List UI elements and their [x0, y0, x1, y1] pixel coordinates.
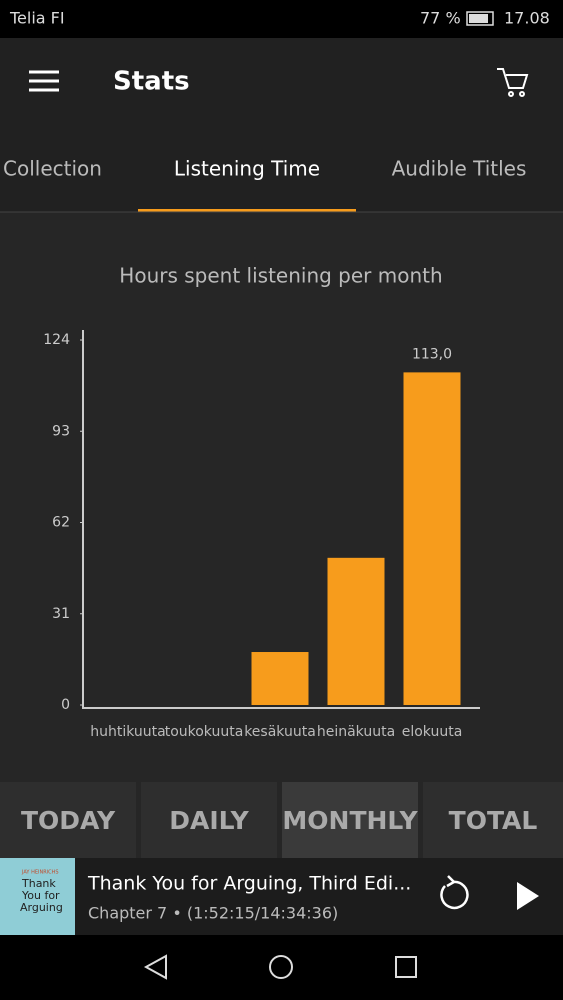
y-tick-label: 0 [61, 697, 70, 713]
period-button-bg [423, 782, 563, 858]
x-tick-label: kesäkuuta [244, 724, 316, 740]
nav-back[interactable] [143, 954, 167, 980]
period-button[interactable]: TOTAL [449, 806, 538, 835]
y-tick-label: 62 [52, 515, 70, 531]
cart-icon[interactable] [497, 68, 529, 97]
nav-recent[interactable] [395, 956, 417, 978]
x-tick-label: heinäkuuta [317, 724, 395, 740]
cover-title: You for [21, 889, 60, 902]
x-tick-label: toukokuuta [165, 724, 244, 740]
period-button-bg [282, 782, 418, 858]
rewind-arc [440, 880, 469, 910]
period-button[interactable]: TODAY [21, 806, 116, 835]
cover-author: JAY HEINRICHS [21, 870, 59, 876]
cart-wheel [508, 91, 514, 97]
cover-title: Arguing [20, 901, 63, 914]
cover-title: Thank [21, 877, 56, 890]
rewind-arrow [446, 875, 457, 888]
tab-indicator [138, 209, 356, 212]
period-button[interactable]: DAILY [169, 806, 249, 835]
tab[interactable]: Collection [3, 157, 102, 181]
mini-player[interactable] [0, 858, 563, 935]
bar [251, 652, 309, 705]
cart-wheel [519, 91, 525, 97]
y-tick-label: 124 [43, 332, 70, 348]
y-tick-label: 31 [52, 606, 70, 622]
period-button-bg [0, 782, 136, 858]
bar [403, 372, 461, 705]
play-button[interactable] [517, 882, 539, 910]
chart-title: Hours spent listening per month [119, 264, 442, 288]
battery-text: 77 % [420, 9, 461, 28]
cover [0, 858, 75, 935]
nav-bar [0, 935, 563, 1000]
app-title: Stats [113, 67, 190, 97]
period-button[interactable]: MONTHLY [282, 806, 418, 835]
cart-body [497, 68, 529, 89]
clock: 17.08 [504, 9, 550, 28]
nav-home[interactable] [269, 955, 293, 979]
tab[interactable]: Audible Titles [392, 157, 527, 181]
menu-icon[interactable] [29, 70, 59, 92]
carrier: Telia FI [9, 9, 65, 28]
battery-level [469, 14, 488, 23]
chart: Hours spent listening per month 0 31 62 93 1… [43, 264, 480, 740]
value-label: 113,0 [412, 346, 452, 362]
y-tick-label: 93 [52, 423, 70, 439]
period-button-bg [141, 782, 277, 858]
bar [327, 557, 385, 705]
tab[interactable]: Listening Time [174, 157, 320, 181]
app-bar [0, 38, 563, 212]
x-tick-label: elokuuta [402, 724, 463, 740]
player-subtitle: Chapter 7 • (1:52:15/14:34:36) [88, 904, 338, 923]
player-title: Thank You for Arguing, Third Edi... [87, 873, 411, 895]
battery-icon [466, 11, 494, 26]
rewind-button[interactable] [440, 875, 469, 910]
x-tick-label: huhtikuuta [90, 724, 166, 740]
